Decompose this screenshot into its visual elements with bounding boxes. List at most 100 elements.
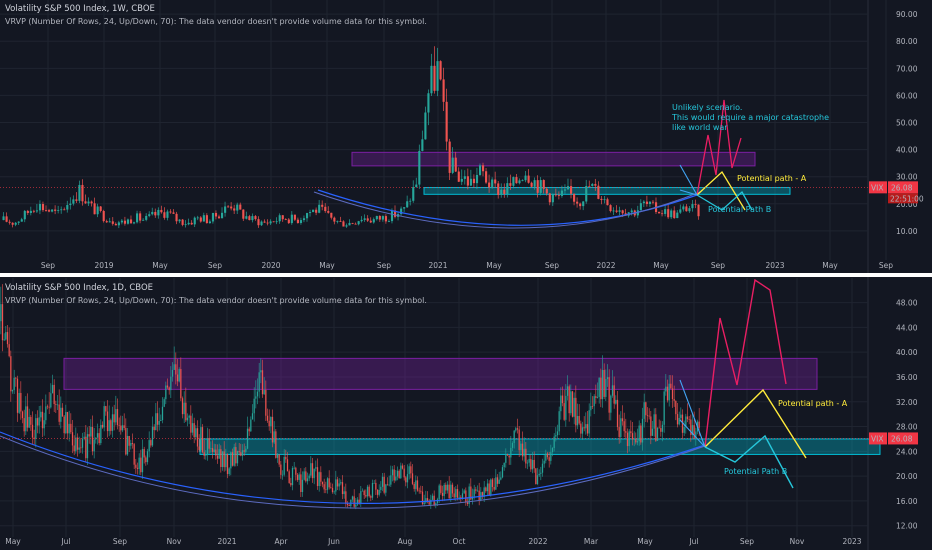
- path-a-label: Potential path - A: [778, 399, 848, 408]
- candle-body: [586, 424, 589, 434]
- candle-body: [123, 425, 125, 428]
- candle-body: [270, 416, 272, 427]
- candle-body: [506, 183, 509, 194]
- last-price-value: 26.08: [891, 434, 913, 443]
- candle-body: [55, 404, 57, 405]
- candle-body: [640, 425, 642, 443]
- candle-body: [618, 210, 621, 212]
- candle-body: [6, 332, 9, 345]
- candle-body: [490, 479, 492, 496]
- candle-body: [428, 501, 430, 505]
- candle-body: [420, 490, 422, 492]
- candle-body: [72, 199, 75, 204]
- candle-body: [91, 426, 94, 452]
- candle-body: [143, 449, 145, 458]
- candle-body: [521, 180, 524, 182]
- candle-body: [630, 210, 633, 213]
- candle-body: [433, 65, 436, 91]
- weekly-chart-panel[interactable]: 10.00 20.00 30.00 40.00 50.00 60.00 70.00 80.00…: [0, 0, 924, 270]
- x-tick-label: Nov: [167, 537, 182, 546]
- candle-body: [86, 434, 89, 459]
- candle-body: [258, 372, 260, 392]
- candle-body: [128, 436, 130, 446]
- candle-body: [250, 419, 252, 432]
- x-tick-label: 2022: [528, 537, 547, 546]
- candle-body: [566, 386, 569, 396]
- candle-body: [475, 489, 477, 491]
- candle-body: [120, 425, 122, 431]
- candle-body: [386, 484, 389, 486]
- candle-body: [485, 487, 487, 492]
- candle-body: [166, 385, 169, 388]
- candle-body: [678, 417, 680, 425]
- candle-body: [426, 498, 429, 502]
- candle-body: [526, 462, 529, 464]
- candle-body: [588, 186, 591, 187]
- candle-body: [233, 447, 235, 466]
- candle-body: [11, 222, 14, 225]
- candle-body: [293, 467, 295, 469]
- candle-body: [321, 204, 324, 207]
- candle-body: [260, 221, 263, 226]
- candle-body: [540, 472, 542, 474]
- candle-body: [305, 213, 309, 219]
- candle-body: [445, 484, 447, 491]
- candle-body: [61, 407, 64, 417]
- x-tick-label: May: [319, 261, 335, 270]
- candle-body: [10, 356, 12, 392]
- candle-body: [623, 421, 625, 432]
- weekly-chart-title: Volatility S&P 500 Index, 1W, CBOE: [5, 4, 155, 14]
- candle-body: [195, 428, 197, 438]
- candle-body: [579, 203, 582, 207]
- x-tick-label: Sep: [879, 261, 893, 270]
- candle-body: [381, 476, 384, 487]
- panel-divider[interactable]: [0, 273, 932, 277]
- candle-body: [345, 491, 347, 504]
- candle-body: [582, 201, 585, 207]
- candle-body: [551, 448, 554, 453]
- candle-body: [478, 165, 482, 175]
- candle-body: [560, 395, 562, 412]
- candle-body: [406, 201, 409, 208]
- candle-body: [13, 377, 15, 391]
- candle-body: [25, 406, 27, 432]
- candle-body: [369, 220, 372, 223]
- candle-body: [236, 204, 239, 211]
- candle-body: [299, 220, 303, 223]
- candle-body: [346, 503, 349, 505]
- candle-body: [496, 477, 499, 484]
- candle-body: [646, 415, 649, 416]
- candle-body: [236, 451, 239, 464]
- candle-body: [231, 452, 234, 466]
- candle-body: [590, 406, 592, 411]
- candle-body: [342, 221, 345, 227]
- y-tick-label: 40.00: [896, 146, 918, 155]
- candle-body: [536, 180, 539, 193]
- candle-body: [620, 418, 622, 437]
- candle-body: [660, 428, 662, 432]
- candle-body: [415, 184, 418, 188]
- y-tick-label: 12.00: [896, 522, 918, 531]
- candle-body: [261, 370, 264, 395]
- candle-body: [468, 486, 470, 504]
- daily-chart-panel[interactable]: 12.00 16.00 20.00 24.00 28.00 32.00 36.00 40.00…: [0, 278, 918, 546]
- candle-body: [148, 440, 150, 452]
- candle-body: [580, 423, 582, 434]
- candle-body: [176, 374, 179, 382]
- candle-body: [66, 205, 69, 210]
- candle-body: [310, 463, 312, 476]
- candle-body: [278, 215, 281, 222]
- candle-body: [641, 418, 644, 443]
- candle-body: [491, 479, 494, 487]
- rounded-bottom-curve: [313, 191, 701, 229]
- candle-body: [476, 490, 479, 492]
- x-tick-label: Jun: [327, 537, 340, 546]
- candle-body: [608, 377, 610, 413]
- x-tick-label: 2021: [428, 261, 447, 270]
- candle-body: [528, 458, 530, 463]
- candle-body: [260, 370, 262, 373]
- candle-body: [40, 411, 42, 418]
- candle-body: [142, 219, 145, 221]
- candle-body: [60, 407, 62, 422]
